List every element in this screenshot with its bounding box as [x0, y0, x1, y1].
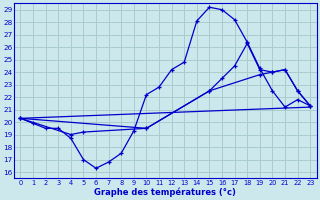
- X-axis label: Graphe des températures (°c): Graphe des températures (°c): [94, 187, 236, 197]
